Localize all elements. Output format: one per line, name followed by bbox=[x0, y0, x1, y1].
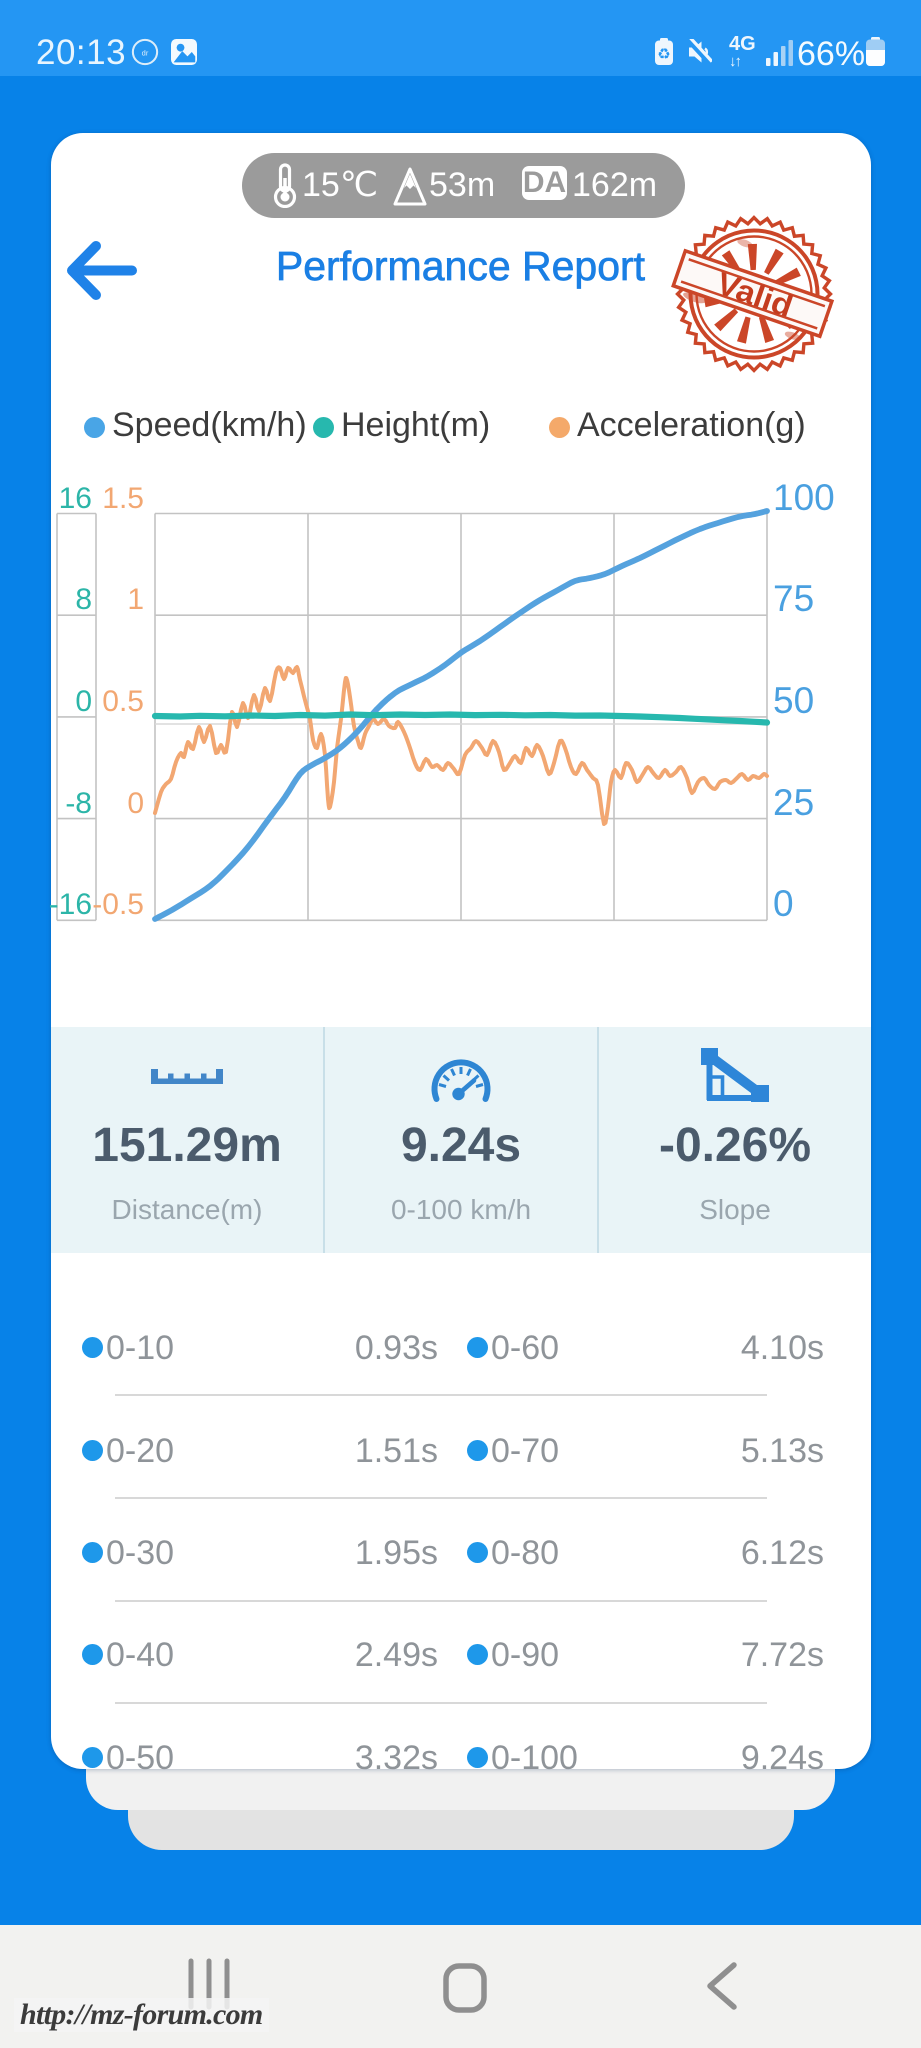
svg-text:50: 50 bbox=[773, 680, 814, 721]
svg-text:-8: -8 bbox=[65, 787, 92, 820]
svg-text:dr: dr bbox=[142, 49, 149, 58]
svg-text:-0.5: -0.5 bbox=[92, 888, 144, 921]
svg-text:25: 25 bbox=[773, 782, 814, 823]
svg-text:8: 8 bbox=[75, 583, 92, 616]
svg-text:0.5: 0.5 bbox=[102, 685, 144, 718]
svg-text:1: 1 bbox=[127, 583, 144, 616]
svg-text:0: 0 bbox=[75, 685, 92, 718]
svg-text:-16: -16 bbox=[49, 888, 92, 921]
svg-text:0: 0 bbox=[773, 883, 794, 924]
svg-text:♻: ♻ bbox=[657, 46, 670, 63]
svg-text:0: 0 bbox=[127, 787, 144, 820]
svg-text:1.5: 1.5 bbox=[102, 482, 144, 515]
svg-text:75: 75 bbox=[773, 578, 814, 619]
svg-text:16: 16 bbox=[59, 482, 92, 515]
svg-text:100: 100 bbox=[773, 477, 835, 518]
